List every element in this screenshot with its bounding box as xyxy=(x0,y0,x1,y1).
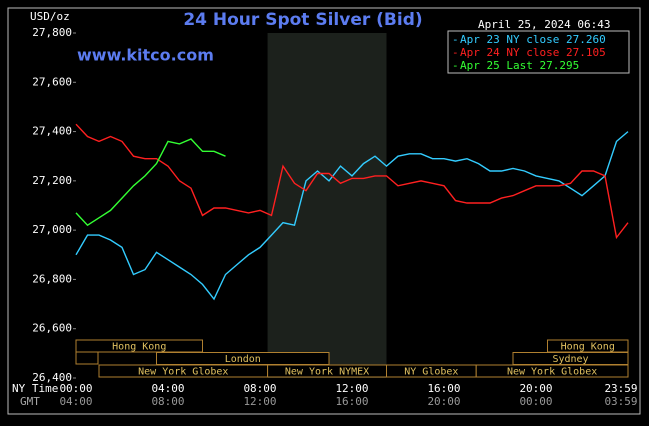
x-tick-label: 04:00 xyxy=(151,382,184,395)
session-label: New York Globex xyxy=(507,367,597,378)
x-tick-label: 16:00 xyxy=(427,382,460,395)
y-tick-label: 26,800 xyxy=(32,272,72,285)
y-tick-label: 27,000 xyxy=(32,223,72,236)
y-tick-label: 27,200 xyxy=(32,174,72,187)
legend-box xyxy=(447,30,630,74)
session-box xyxy=(75,339,203,353)
timestamp: April 25, 2024 06:43 xyxy=(478,18,610,31)
x-axis-label: NY Time xyxy=(12,382,58,395)
session-label: Sydney xyxy=(552,354,588,365)
frame xyxy=(7,7,641,415)
x2-tick-label: 12:00 xyxy=(243,395,276,408)
x2-tick-label: 08:00 xyxy=(151,395,184,408)
session-label: London xyxy=(225,354,261,365)
x2-tick-label: 00:00 xyxy=(519,395,552,408)
session-shade xyxy=(267,33,387,378)
x-tick-label: 23:59 xyxy=(604,382,637,395)
session-box xyxy=(75,351,99,365)
chart-title: 24 Hour Spot Silver (Bid) xyxy=(183,10,422,30)
series-line xyxy=(75,131,629,301)
x-tick-label: 20:00 xyxy=(519,382,552,395)
session-label: NY Globex xyxy=(404,367,458,378)
session-label: New York NYMEX xyxy=(285,367,369,378)
legend-marker: - xyxy=(452,59,459,72)
y-tick-label: 27,600 xyxy=(32,75,72,88)
shade-layer xyxy=(267,33,387,378)
session-label: New York Globex xyxy=(138,367,228,378)
x2-tick-label: 16:00 xyxy=(335,395,368,408)
legend-label: Apr 24 NY close 27.105 xyxy=(460,46,606,59)
x2-tick-label: 04:00 xyxy=(59,395,92,408)
x-tick-label: 08:00 xyxy=(243,382,276,395)
series-line xyxy=(75,123,629,240)
y-tick-label: 26,400 xyxy=(32,371,72,384)
site: www.kitco.com xyxy=(77,46,214,65)
legend-marker: - xyxy=(452,46,459,59)
legend-marker: - xyxy=(452,33,459,46)
session-label: Hong Kong xyxy=(112,342,166,353)
legend-label: Apr 23 NY close 27.260 xyxy=(460,33,606,46)
x2-axis-label: GMT xyxy=(20,395,40,408)
x2-tick-label: 03:59 xyxy=(604,395,637,408)
session-box xyxy=(475,364,629,378)
y-tick-label: 26,600 xyxy=(32,322,72,335)
y-tick-label: 27,800 xyxy=(32,26,72,39)
x-tick-label: 12:00 xyxy=(335,382,368,395)
legend-label: Apr 25 Last 27.295 xyxy=(460,59,579,72)
y-tick-label: 27,400 xyxy=(32,125,72,138)
y-axis-label: USD/oz xyxy=(30,10,70,23)
x-tick-label: 00:00 xyxy=(59,382,92,395)
session-label: Hong Kong xyxy=(561,342,615,353)
series-line xyxy=(75,138,226,227)
x2-tick-label: 20:00 xyxy=(427,395,460,408)
